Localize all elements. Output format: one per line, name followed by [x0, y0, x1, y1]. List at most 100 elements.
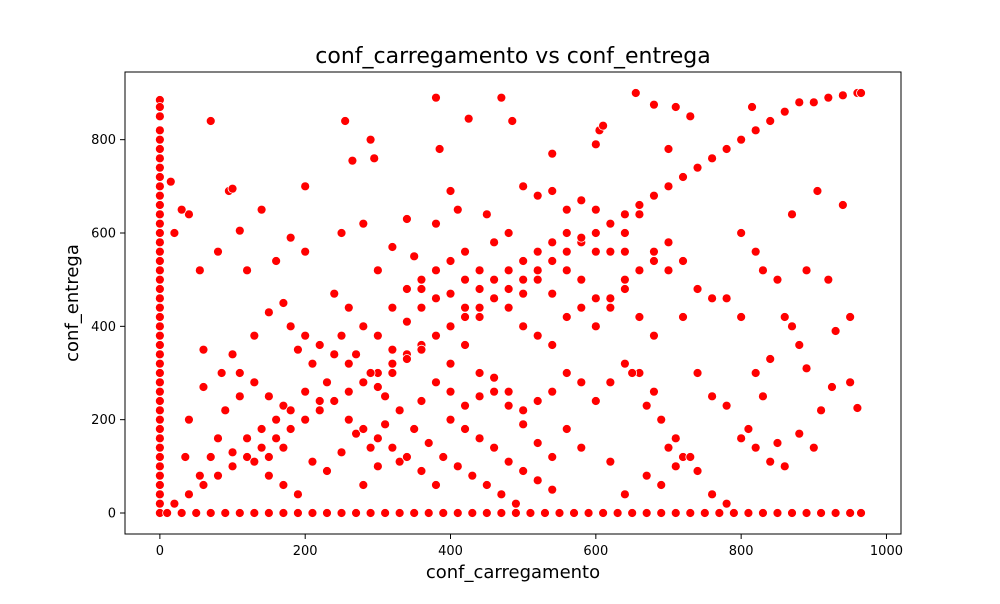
scatter-point — [307, 358, 318, 369]
scatter-point — [445, 386, 456, 397]
scatter-point — [293, 344, 303, 355]
scatter-point — [205, 508, 216, 518]
scatter-point — [198, 382, 209, 392]
scatter-point — [329, 288, 340, 299]
scatter-point — [154, 293, 165, 304]
scatter-point — [452, 461, 463, 472]
scatter-point — [496, 489, 507, 500]
scatter-point — [460, 340, 470, 350]
scatter-point — [154, 181, 165, 192]
scatter-point — [812, 186, 823, 196]
scatter-point — [169, 228, 180, 238]
scatter-point — [227, 183, 238, 194]
scatter-point — [460, 312, 470, 322]
scatter-point — [154, 172, 165, 182]
scatter-point — [532, 396, 543, 406]
scatter-point — [554, 508, 565, 518]
scatter-point — [154, 111, 165, 122]
scatter-point — [823, 274, 834, 285]
scatter-point — [630, 88, 641, 98]
scatter-point — [612, 508, 623, 518]
scatter-point — [278, 508, 289, 518]
scatter-point — [787, 209, 797, 220]
scatter-point — [743, 424, 754, 434]
scatter-point — [300, 330, 311, 341]
scatter-point — [409, 251, 420, 262]
scatter-point — [678, 312, 688, 322]
scatter-point — [154, 349, 165, 360]
scatter-point — [503, 386, 514, 397]
scatter-point — [242, 433, 252, 444]
scatter-point — [656, 508, 667, 518]
scatter-point — [213, 246, 223, 257]
scatter-point — [271, 256, 282, 266]
scatter-point — [387, 442, 398, 453]
scatter-point — [347, 155, 358, 166]
scatter-point — [634, 209, 645, 220]
scatter-point — [518, 288, 529, 299]
scatter-point — [293, 508, 303, 518]
scatter-point — [481, 480, 492, 490]
scatter-point — [503, 228, 514, 238]
scatter-point — [532, 475, 543, 486]
scatter-point — [358, 377, 369, 388]
scatter-point — [590, 228, 601, 238]
scatter-point — [423, 508, 434, 518]
scatter-point — [670, 433, 681, 444]
scatter-point — [801, 265, 812, 276]
scatter-point — [808, 97, 819, 108]
scatter-point — [670, 102, 681, 112]
scatter-point — [372, 433, 383, 444]
scatter-point — [227, 349, 238, 360]
scatter-point — [271, 433, 282, 444]
scatter-point — [518, 466, 529, 476]
scatter-point — [605, 246, 616, 257]
scatter-point — [154, 162, 165, 173]
scatter-point — [507, 116, 518, 126]
scatter-point — [692, 284, 703, 294]
scatter-point — [467, 470, 478, 481]
scatter-point — [154, 134, 165, 145]
scatter-point — [343, 386, 354, 397]
scatter-point — [336, 330, 347, 341]
scatter-point — [823, 92, 834, 103]
y-tick-label: 400 — [91, 320, 116, 335]
scatter-point — [234, 391, 245, 402]
scatter-point — [213, 470, 223, 481]
scatter-point — [343, 358, 354, 369]
scatter-point — [827, 382, 837, 392]
scatter-point — [314, 405, 325, 416]
scatter-point — [176, 508, 187, 518]
scatter-point — [598, 508, 608, 518]
scatter-point — [263, 452, 274, 462]
scatter-point — [576, 302, 587, 313]
scatter-point — [663, 181, 674, 192]
scatter-point — [452, 204, 463, 215]
scatter-point — [518, 274, 529, 285]
scatter-point — [220, 508, 231, 518]
scatter-point — [387, 368, 398, 378]
scatter-point — [358, 480, 369, 490]
scatter-point — [372, 382, 383, 392]
scatter-point — [358, 424, 369, 434]
scatter-point — [547, 340, 558, 350]
scatter-point — [758, 508, 768, 518]
scatter-point — [154, 153, 165, 164]
scatter-point — [576, 195, 587, 206]
scatter-point — [285, 321, 296, 332]
scatter-point — [678, 172, 688, 182]
scatter-point — [307, 508, 318, 518]
scatter-point — [234, 368, 245, 378]
scatter-point — [496, 508, 507, 518]
scatter-point — [547, 484, 558, 495]
scatter-point — [678, 256, 688, 266]
scatter-point — [590, 293, 601, 304]
scatter-point — [794, 97, 805, 108]
scatter-point — [256, 442, 267, 453]
scatter-point — [750, 442, 761, 453]
scatter-point — [620, 209, 630, 220]
scatter-point — [445, 321, 456, 332]
scatter-point — [576, 377, 587, 388]
scatter-point — [747, 102, 757, 112]
